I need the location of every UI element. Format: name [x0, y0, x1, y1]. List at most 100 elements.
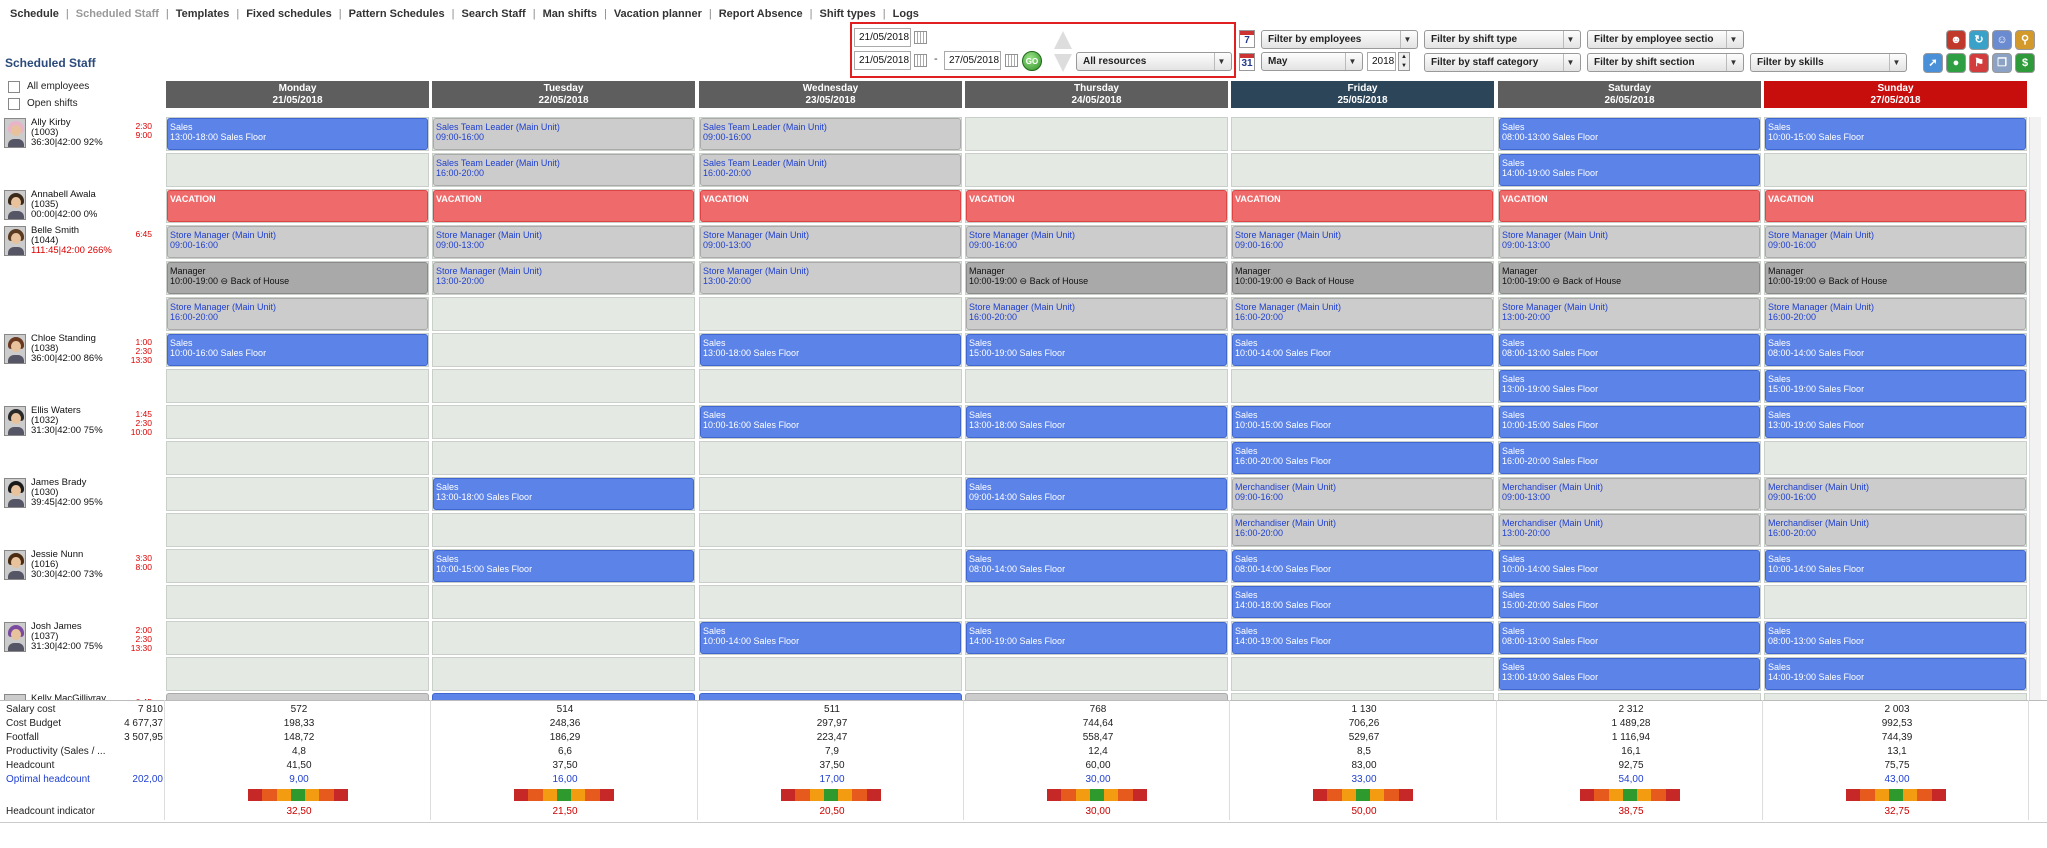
- schedule-cell[interactable]: [1764, 153, 2027, 187]
- vacation-block[interactable]: VACATION: [966, 190, 1227, 222]
- arrow-icon[interactable]: ➚: [1923, 53, 1943, 73]
- schedule-cell[interactable]: [432, 333, 695, 367]
- shift-block[interactable]: Manager 10:00-19:00 ⊖ Back of House: [1765, 262, 2026, 294]
- shift-block[interactable]: Merchandiser (Main Unit) 09:00-13:00: [1499, 478, 1760, 510]
- schedule-cell[interactable]: [1498, 693, 1761, 700]
- schedule-cell[interactable]: [1231, 657, 1494, 691]
- vacation-block[interactable]: VACATION: [1232, 190, 1493, 222]
- open-shifts-checkbox[interactable]: [8, 98, 20, 110]
- triangle-up-icon[interactable]: [1054, 31, 1072, 49]
- nav-link[interactable]: Shift types: [819, 8, 876, 20]
- employee-info[interactable]: Chloe Standing (1038) 36:00|42:00 86% 1:00 2…: [4, 334, 164, 404]
- schedule-cell[interactable]: [166, 369, 429, 403]
- schedule-cell[interactable]: [699, 585, 962, 619]
- day-header[interactable]: Tuesday 22/05/2018: [432, 81, 695, 108]
- shift-block[interactable]: Store Manager (Main Unit) 16:00-20:00: [1765, 298, 2026, 330]
- schedule-cell[interactable]: [166, 513, 429, 547]
- day-header[interactable]: Sunday 27/05/2018: [1764, 81, 2027, 108]
- schedule-cell[interactable]: [699, 441, 962, 475]
- employee-info[interactable]: Annabell Awala (1035) 00:00|42:00 0%: [4, 190, 164, 260]
- shift-block[interactable]: Sales 13:00-18:00 Sales Floor: [433, 478, 694, 510]
- day-header[interactable]: Wednesday 23/05/2018: [699, 81, 962, 108]
- shift-block[interactable]: Sales 08:00-14:00 Sales Floor: [1765, 334, 2026, 366]
- schedule-cell[interactable]: [699, 549, 962, 583]
- range-to-input[interactable]: 27/05/2018: [944, 51, 1001, 70]
- schedule-cell[interactable]: [965, 369, 1228, 403]
- money-icon[interactable]: $: [2015, 53, 2035, 73]
- day-header[interactable]: Monday 21/05/2018: [166, 81, 429, 108]
- users-icon[interactable]: ☺: [1992, 30, 2012, 50]
- shift-block[interactable]: Sales 10:00-14:00 Sales Floor: [1499, 550, 1760, 582]
- nav-link[interactable]: Search Staff: [461, 8, 526, 20]
- employee-info[interactable]: Jessie Nunn (1016) 30:30|42:00 73% 3:30 8:00: [4, 550, 164, 620]
- schedule-cell[interactable]: [965, 585, 1228, 619]
- shift-block[interactable]: Merchandiser (Main Unit) 13:00-20:00: [1499, 514, 1760, 546]
- shift-block[interactable]: Sales 13:00-18:00 Sales Floor: [167, 118, 428, 150]
- shift-block[interactable]: Sales Team Leader (Main Unit) 16:00-20:00: [433, 154, 694, 186]
- search-icon[interactable]: ⚲: [2015, 30, 2035, 50]
- flag-icon[interactable]: ⚑: [1969, 53, 1989, 73]
- resources-select[interactable]: All resources ▼: [1076, 52, 1232, 71]
- schedule-cell[interactable]: [432, 369, 695, 403]
- shift-block[interactable]: Merchandiser (Main Unit) 16:00-20:00: [1765, 514, 2026, 546]
- schedule-cell[interactable]: [432, 405, 695, 439]
- nav-link[interactable]: Report Absence: [718, 8, 803, 20]
- schedule-cell[interactable]: [965, 513, 1228, 547]
- filter-shift-type[interactable]: Filter by shift type ▼: [1424, 30, 1581, 49]
- shift-block[interactable]: Sales 13:00-19:00 Sales Floor: [1499, 658, 1760, 690]
- nav-link[interactable]: Scheduled Staff: [75, 8, 159, 20]
- shift-block[interactable]: Sales 14:00-19:00 Sales Floor: [1232, 622, 1493, 654]
- schedule-cell[interactable]: [699, 657, 962, 691]
- shift-block[interactable]: Store Manager (Main Unit) 13:00-20:00: [700, 262, 961, 294]
- shift-block[interactable]: Store Manager (Main Unit) 09:00-16:00: [1765, 226, 2026, 258]
- calendar-icon[interactable]: [914, 31, 927, 44]
- shift-block[interactable]: Sales 10:00-15:00 Sales Floor: [1499, 406, 1760, 438]
- day-header[interactable]: Thursday 24/05/2018: [965, 81, 1228, 108]
- schedule-cell[interactable]: [1231, 153, 1494, 187]
- schedule-cell[interactable]: [1231, 369, 1494, 403]
- month-select[interactable]: May ▼: [1261, 52, 1363, 71]
- employee-info[interactable]: Josh James (1037) 31:30|42:00 75% 2:00 2:30 1…: [4, 622, 164, 692]
- shift-block[interactable]: Sales 08:00-14:00 Sales Floor: [966, 550, 1227, 582]
- shift-block[interactable]: Store Manager (Main Unit) 09:00-16:00: [1232, 226, 1493, 258]
- shift-block[interactable]: Sales 13:00-19:00 Sales Floor: [1765, 406, 2026, 438]
- shift-block[interactable]: Merchandiser (Main Unit) 16:00-20:00: [1232, 514, 1493, 546]
- schedule-cell[interactable]: [1764, 585, 2027, 619]
- shift-block[interactable]: Sales 16:00-20:00 Sales Floor: [1232, 442, 1493, 474]
- schedule-cell[interactable]: [166, 153, 429, 187]
- shift-block[interactable]: Merchandiser (Main Unit) 09:00-16:00: [1232, 478, 1493, 510]
- shift-block[interactable]: Sales 08:00-13:00 Sales Floor: [1499, 118, 1760, 150]
- nav-link[interactable]: Pattern Schedules: [348, 8, 445, 20]
- schedule-cell[interactable]: [166, 549, 429, 583]
- vacation-block[interactable]: VACATION: [1499, 190, 1760, 222]
- shift-block[interactable]: Store Manager (Main Unit) 09:00-13:00: [433, 226, 694, 258]
- shift-block[interactable]: Sales 10:00-15:00 Sales Floor: [433, 550, 694, 582]
- shift-block[interactable]: Sales 10:00-14:00 Sales Floor: [1765, 550, 2026, 582]
- schedule-cell[interactable]: [699, 513, 962, 547]
- shift-block[interactable]: Sales 13:00-19:00 Sales Floor: [1499, 370, 1760, 402]
- shift-block[interactable]: Sales 09:00-14:00 Sales Floor: [966, 478, 1227, 510]
- schedule-cell[interactable]: [432, 693, 695, 700]
- shift-block[interactable]: Sales Team Leader (Main Unit) 09:00-16:00: [700, 118, 961, 150]
- shift-block[interactable]: Sales 10:00-15:00 Sales Floor: [1232, 406, 1493, 438]
- schedule-cell[interactable]: [699, 693, 962, 700]
- schedule-cell[interactable]: [1231, 117, 1494, 151]
- vacation-block[interactable]: VACATION: [433, 190, 694, 222]
- shift-block[interactable]: Merchandiser (Main Unit) 09:00-16:00: [1765, 478, 2026, 510]
- schedule-cell[interactable]: [432, 441, 695, 475]
- schedule-cell[interactable]: [166, 657, 429, 691]
- nav-link[interactable]: Logs: [892, 8, 919, 20]
- shift-block[interactable]: Manager 10:00-19:00 ⊖ Back of House: [167, 262, 428, 294]
- shift-block[interactable]: Sales 15:00-19:00 Sales Floor: [966, 334, 1227, 366]
- schedule-cell[interactable]: [432, 297, 695, 331]
- employee-info[interactable]: Kelly MacGillivray 6:45: [4, 694, 164, 700]
- week-calendar-icon[interactable]: 7: [1239, 30, 1255, 48]
- user-icon[interactable]: ☻: [1946, 30, 1966, 50]
- schedule-cell[interactable]: [965, 153, 1228, 187]
- filter-employee-section[interactable]: Filter by employee sectio ▼: [1587, 30, 1744, 49]
- month-calendar-icon[interactable]: 31: [1239, 53, 1255, 71]
- all-employees-checkbox[interactable]: [8, 81, 20, 93]
- shift-block[interactable]: Store Manager (Main Unit) 09:00-16:00: [966, 226, 1227, 258]
- schedule-cell[interactable]: [1764, 693, 2027, 700]
- scrollbar[interactable]: [2029, 117, 2041, 700]
